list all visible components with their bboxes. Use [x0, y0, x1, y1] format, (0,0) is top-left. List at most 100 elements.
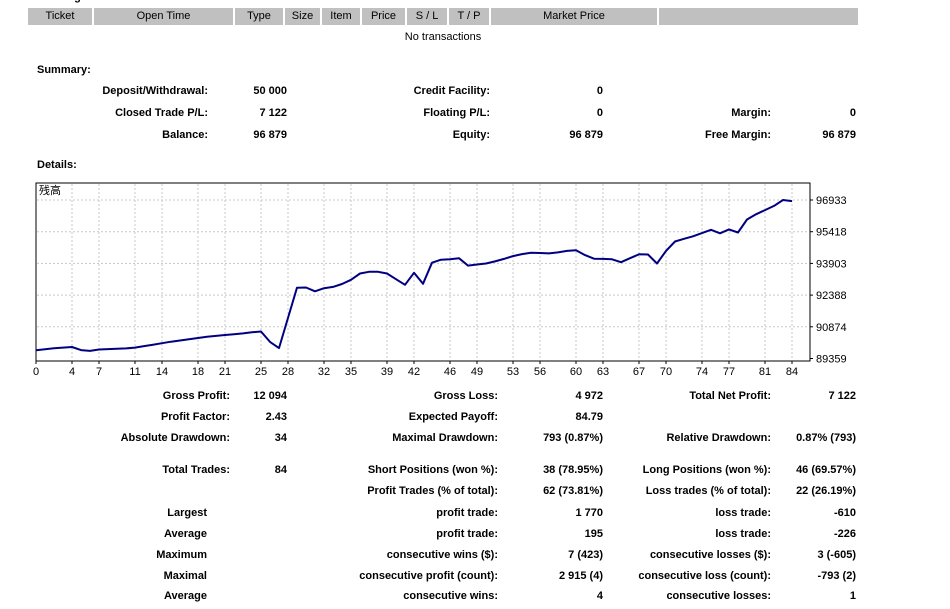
stat-label: Expected Payoff: — [408, 411, 498, 423]
x-axis-label: 67 — [633, 366, 645, 378]
x-axis-label: 56 — [534, 366, 546, 378]
x-axis-label: 4 — [69, 366, 75, 378]
stat-label: Loss trades (% of total): — [645, 485, 771, 497]
stat-value: 0.87% (793) — [796, 432, 856, 444]
stat-label: Floating P/L: — [423, 107, 490, 119]
stat-label: Closed Trade P/L: — [115, 107, 208, 119]
stat-value: 0 — [849, 107, 856, 119]
stat-value: 34 — [274, 432, 287, 444]
stat-value: 62 (73.81%) — [543, 485, 603, 497]
x-axis-label: 60 — [570, 366, 582, 378]
stat-label: consecutive losses: — [666, 590, 771, 602]
stat-label: Free Margin: — [704, 129, 771, 141]
x-axis-label: 70 — [660, 366, 672, 378]
x-axis-label: 35 — [345, 366, 357, 378]
stat-row: Total Trades: 84 Short Positions (won %): 3… — [0, 464, 950, 478]
y-axis-label: 95418 — [816, 227, 847, 239]
balance-line — [35, 199, 793, 352]
x-axis-label: 84 — [786, 366, 798, 378]
summary-title: Summary: — [37, 64, 91, 76]
stat-label: consecutive losses ($): — [649, 549, 771, 561]
stat-label: Profit Factor: — [160, 411, 230, 423]
chart-title: 残高 — [39, 183, 61, 197]
y-axis-label: 93903 — [816, 258, 847, 270]
stat-label: Gross Profit: — [162, 390, 230, 402]
stat-label: Average — [163, 590, 207, 602]
stat-value: 50 000 — [253, 85, 287, 97]
stat-value: 0 — [596, 85, 603, 97]
stat-label: Equity: — [452, 129, 490, 141]
x-axis-label: 81 — [759, 366, 771, 378]
x-axis-label: 14 — [156, 366, 168, 378]
x-axis-label: 28 — [282, 366, 294, 378]
column-header-marketprice: Market Price — [491, 8, 657, 25]
balance-chart: 96933 95418 93903 92388 90874 89359 0 4 7 11 14 18 2… — [33, 182, 847, 378]
column-header-opentime: Open Time — [94, 8, 233, 25]
working-orders-title: Working Orders: — [37, 0, 124, 3]
x-axis-label: 42 — [408, 366, 420, 378]
no-transactions-message: No transactions — [404, 31, 482, 43]
stat-label: profit trade: — [436, 528, 498, 540]
stat-label: consecutive profit (count): — [359, 570, 498, 582]
stat-label: Average — [163, 528, 207, 540]
stat-row: Average profit trade: 195 loss trade: -226 — [0, 528, 950, 542]
x-axis-label: 0 — [33, 366, 39, 378]
x-axis-label: 46 — [444, 366, 456, 378]
stat-value: 7 122 — [259, 107, 287, 119]
stat-row: Closed Trade P/L: 7 122 Floating P/L: 0 Marg… — [0, 107, 950, 121]
y-axis-label: 92388 — [816, 290, 847, 302]
stat-label: Total Trades: — [162, 464, 230, 476]
stat-label: consecutive loss (count): — [638, 570, 771, 582]
x-axis-label: 74 — [696, 366, 708, 378]
x-axis-label: 49 — [471, 366, 483, 378]
x-axis-label: 32 — [318, 366, 330, 378]
stat-label: Absolute Drawdown: — [120, 432, 230, 444]
stat-label: Short Positions (won %): — [367, 464, 498, 476]
stat-label: Total Net Profit: — [689, 390, 771, 402]
stat-label: Margin: — [731, 107, 771, 119]
working-orders-title-clip: Working Orders: — [37, 0, 124, 5]
column-header-price: Price — [362, 8, 405, 25]
stat-value: 7 (423) — [568, 549, 603, 561]
stat-value: 4 — [596, 590, 603, 602]
stat-label: consecutive wins ($): — [386, 549, 498, 561]
column-header-sl: S / L — [407, 8, 447, 25]
x-axis-label: 63 — [597, 366, 609, 378]
stat-row: Profit Factor: 2.43 Expected Payoff: 84.79 — [0, 411, 950, 425]
stat-value: 2.43 — [265, 411, 287, 423]
stat-label: loss trade: — [715, 507, 771, 519]
stat-row: Largest profit trade: 1 770 loss trade: -610 — [0, 507, 950, 521]
stat-row: Average consecutive wins: 4 consecutive los… — [0, 590, 950, 604]
stat-value: 793 (0.87%) — [543, 432, 603, 444]
column-header-type: Type — [235, 8, 283, 25]
stat-value: 96 879 — [569, 129, 603, 141]
y-axis-label: 96933 — [816, 195, 847, 207]
stat-label: loss trade: — [715, 528, 771, 540]
stat-value: 84 — [274, 464, 287, 476]
stat-value: 1 — [849, 590, 856, 602]
column-header-tp: T / P — [449, 8, 489, 25]
stat-value: 46 (69.57%) — [796, 464, 856, 476]
stat-row: Gross Profit: 12 094 Gross Loss: 4 972 Total… — [0, 390, 950, 404]
stat-value: 3 (-605) — [817, 549, 856, 561]
stat-row: Absolute Drawdown: 34 Maximal Drawdown: 793… — [0, 432, 950, 446]
y-axis-label: 90874 — [816, 322, 847, 334]
stat-value: 38 (78.95%) — [543, 464, 603, 476]
x-axis-label: 77 — [723, 366, 735, 378]
stat-row: Profit Trades (% of total): 62 (73.81%) Lo… — [0, 485, 950, 499]
column-header-blank — [659, 8, 858, 25]
stat-label: Relative Drawdown: — [666, 432, 771, 444]
column-header-item: Item — [322, 8, 360, 25]
stat-label: profit trade: — [436, 507, 498, 519]
stat-label: Profit Trades (% of total): — [367, 485, 498, 497]
stat-label: Long Positions (won %): — [642, 464, 771, 476]
x-axis-label: 11 — [129, 366, 140, 378]
x-axis-label: 39 — [381, 366, 393, 378]
stat-value: -226 — [833, 528, 856, 540]
stat-row: Deposit/Withdrawal: 50 000 Credit Facility… — [0, 85, 950, 99]
x-axis-label: 21 — [219, 366, 231, 378]
stat-value: 22 (26.19%) — [796, 485, 856, 497]
stat-value: 1 770 — [575, 507, 603, 519]
stat-value: 0 — [596, 107, 603, 119]
